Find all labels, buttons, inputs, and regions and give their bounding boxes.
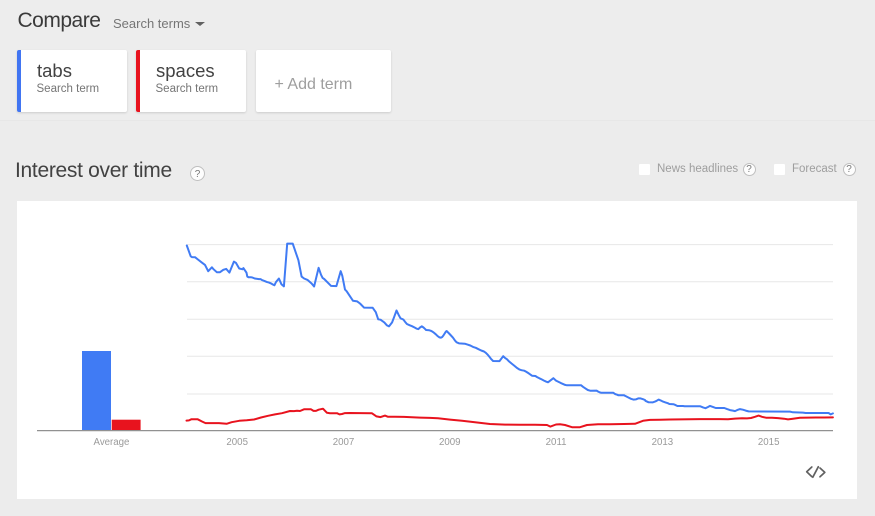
svg-text:2011: 2011 (546, 437, 567, 448)
svg-text:2015: 2015 (758, 437, 780, 448)
svg-text:2005: 2005 (226, 437, 248, 448)
svg-text:2007: 2007 (333, 437, 355, 448)
svg-text:2013: 2013 (652, 437, 674, 448)
svg-text:Average: Average (94, 437, 130, 448)
svg-text:2009: 2009 (439, 437, 461, 448)
